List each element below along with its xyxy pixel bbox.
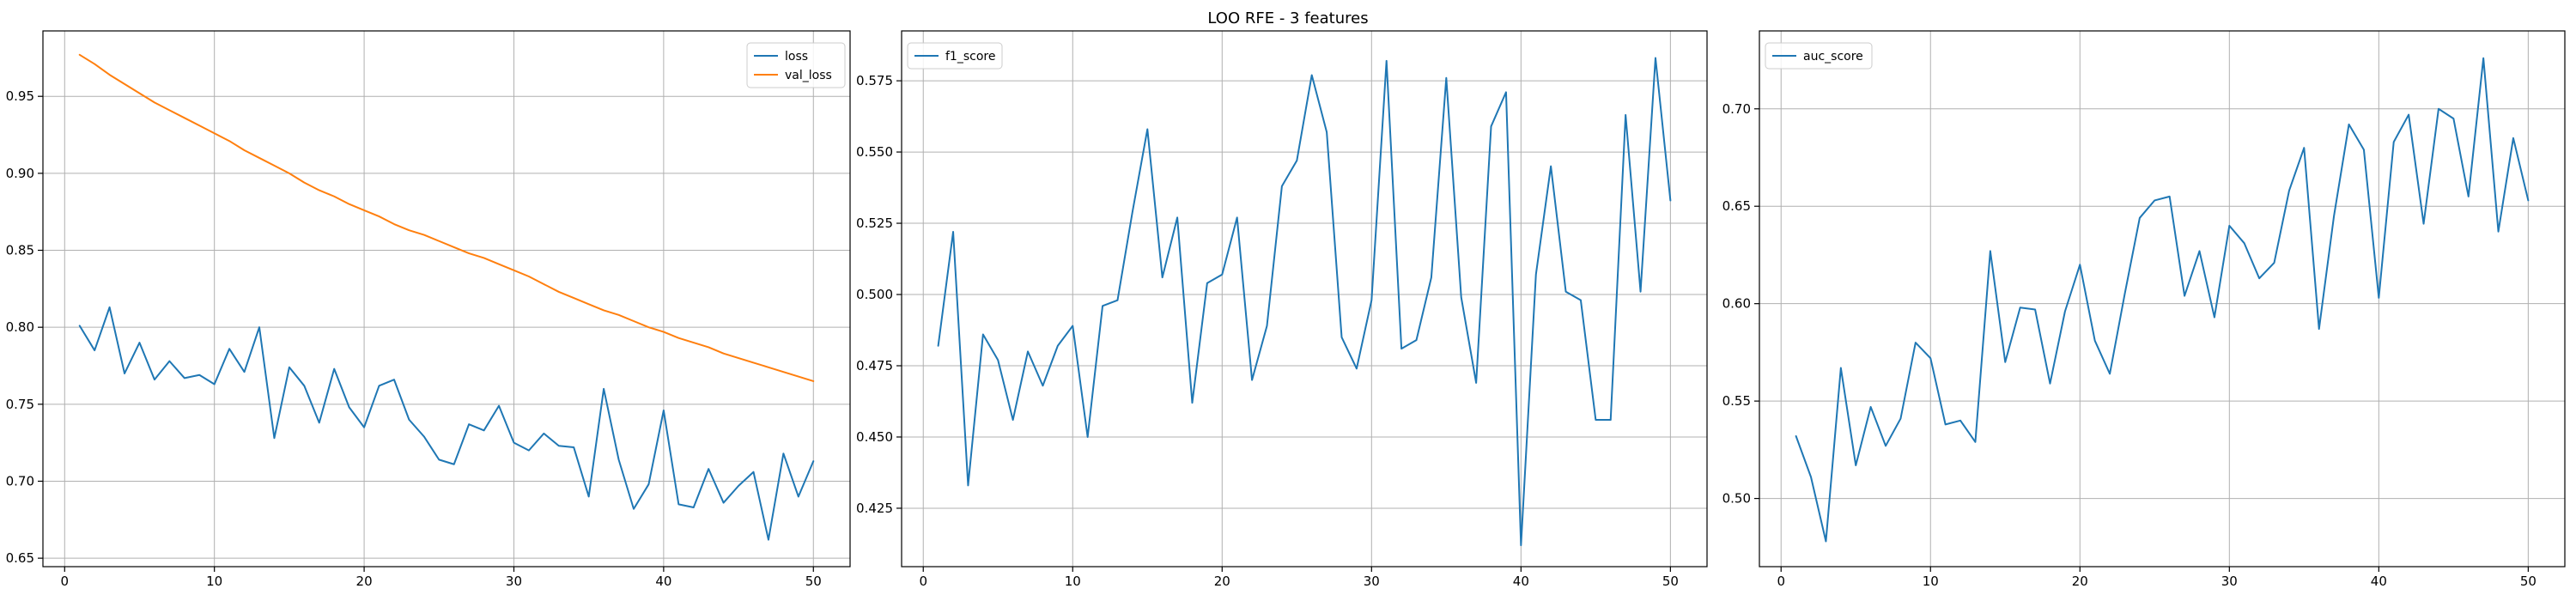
legend: loss val_loss [746, 42, 846, 88]
x-tick-label: 40 [655, 574, 671, 589]
y-tick-label: 0.60 [1722, 296, 1751, 312]
legend-label: f1_score [945, 50, 995, 64]
legend-label: auc_score [1803, 50, 1863, 64]
x-tick-label: 50 [805, 574, 822, 589]
x-tick-label: 30 [2221, 574, 2238, 589]
x-tick-label: 20 [2072, 574, 2088, 589]
x-tick-label: 0 [919, 574, 927, 589]
x-tick-label: 20 [356, 574, 373, 589]
y-tick-label: 0.425 [856, 501, 893, 516]
series-line-loss [78, 306, 815, 541]
x-tick-label: 20 [1214, 574, 1230, 589]
legend-label: val_loss [785, 69, 832, 82]
y-tick-label: 0.475 [856, 358, 893, 373]
y-tick-label: 0.525 [856, 216, 893, 231]
y-tick-label: 0.65 [6, 550, 34, 566]
y-tick-label: 0.70 [6, 473, 34, 489]
figure-title: LOO RFE - 3 features [1207, 9, 1368, 27]
axes-frame [901, 30, 1708, 568]
x-tick-label: 50 [2520, 574, 2537, 589]
y-tick-label: 0.65 [1722, 198, 1751, 214]
legend-box [1765, 42, 1873, 70]
x-tick-label: 10 [206, 574, 222, 589]
y-tick-label: 0.90 [6, 166, 34, 181]
series-line-f1-score [937, 57, 1672, 547]
y-tick-label: 0.95 [6, 88, 34, 104]
x-tick-label: 50 [1662, 574, 1679, 589]
legend-box [746, 42, 846, 88]
axes-frame [1759, 30, 2566, 568]
x-tick-label: 10 [1923, 574, 1939, 589]
y-tick-label: 0.450 [856, 429, 893, 445]
f1-score-chart-panel: 0 10 20 30 40 50 0.425 0.450 0.475 0.500 0.525 0.55… [856, 30, 1708, 589]
y-tick-label: 0.50 [1722, 491, 1751, 507]
y-tick-label: 0.550 [856, 144, 893, 160]
y-tick-label: 0.85 [6, 243, 34, 258]
x-tick-label: 10 [1065, 574, 1081, 589]
y-tick-label: 0.75 [6, 397, 34, 412]
auc-score-chart-panel: 0 10 20 30 40 50 0.50 0.55 0.60 0.65 0.70 auc_score [1722, 30, 2566, 589]
legend-label: loss [785, 50, 808, 64]
series-line-auc-score [1795, 57, 2530, 543]
y-tick-label: 0.70 [1722, 101, 1751, 117]
x-tick-label: 30 [1364, 574, 1380, 589]
x-tick-label: 0 [1777, 574, 1785, 589]
y-tick-label: 0.80 [6, 319, 34, 335]
legend: auc_score [1765, 42, 1873, 70]
x-tick-label: 30 [506, 574, 522, 589]
x-tick-label: 0 [61, 574, 70, 589]
x-tick-label: 40 [2371, 574, 2387, 589]
loss-chart-panel: 0 10 20 30 40 50 0.65 0.70 0.75 0.80 0.85 0.90 0.95 l… [6, 30, 851, 589]
x-tick-label: 40 [1513, 574, 1529, 589]
y-tick-label: 0.500 [856, 287, 893, 302]
axes-frame [42, 30, 851, 568]
legend: f1_score [907, 42, 1003, 70]
legend-box [907, 42, 1003, 70]
series-line-val-loss [78, 53, 815, 382]
y-tick-label: 0.55 [1722, 393, 1751, 409]
y-tick-label: 0.575 [856, 73, 893, 88]
